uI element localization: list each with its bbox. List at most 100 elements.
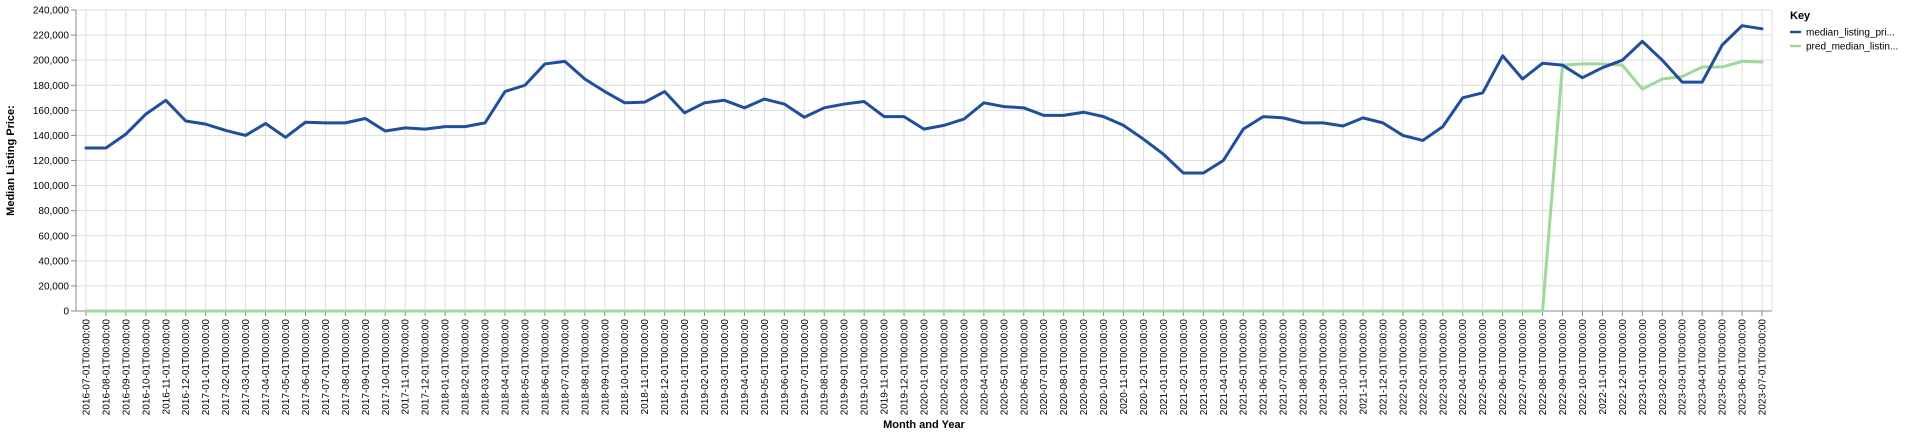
x-tick-label: 2021-04-01T00:00:00 bbox=[1219, 319, 1230, 416]
x-tick-label: 2017-07-01T00:00:00 bbox=[321, 319, 332, 416]
x-tick-label: 2022-10-01T00:00:00 bbox=[1578, 319, 1589, 416]
x-tick-label: 2017-12-01T00:00:00 bbox=[421, 319, 432, 416]
x-tick-label: 2021-02-01T00:00:00 bbox=[1179, 319, 1190, 416]
y-axis-title: Median Listing Price: bbox=[5, 105, 17, 216]
x-tick-label: 2016-12-01T00:00:00 bbox=[181, 319, 192, 416]
x-tick-label: 2021-10-01T00:00:00 bbox=[1339, 319, 1350, 416]
x-tick-label: 2016-10-01T00:00:00 bbox=[141, 319, 152, 416]
x-tick-label: 2019-07-01T00:00:00 bbox=[800, 319, 811, 416]
x-tick-label: 2018-11-01T00:00:00 bbox=[640, 319, 651, 415]
x-tick-label: 2021-09-01T00:00:00 bbox=[1319, 319, 1330, 416]
x-tick-label: 2023-02-01T00:00:00 bbox=[1658, 319, 1669, 416]
series-layer bbox=[84, 24, 1764, 313]
y-tick-label: 140,000 bbox=[33, 131, 70, 142]
y-tick-label: 100,000 bbox=[33, 181, 70, 192]
x-tick-label: 2019-05-01T00:00:00 bbox=[760, 319, 771, 416]
x-tick-label: 2020-08-01T00:00:00 bbox=[1059, 319, 1070, 416]
x-tick-label: 2022-07-01T00:00:00 bbox=[1518, 319, 1529, 416]
x-tick-label: 2021-03-01T00:00:00 bbox=[1199, 319, 1210, 416]
x-tick-label: 2017-05-01T00:00:00 bbox=[281, 319, 292, 416]
x-tick-label: 2017-01-01T00:00:00 bbox=[201, 319, 212, 416]
series-line-1 bbox=[84, 59, 1764, 313]
y-tick-label: 200,000 bbox=[33, 56, 70, 67]
x-tick-label: 2022-02-01T00:00:00 bbox=[1418, 319, 1429, 416]
x-tick-label: 2018-04-01T00:00:00 bbox=[500, 319, 511, 416]
x-tick-label: 2018-03-01T00:00:00 bbox=[481, 319, 492, 416]
legend-label-0: median_listing_pri... bbox=[1806, 28, 1895, 39]
x-tick-label: 2016-09-01T00:00:00 bbox=[121, 319, 132, 416]
x-tick-label: 2020-03-01T00:00:00 bbox=[959, 319, 970, 416]
x-tick-label: 2022-08-01T00:00:00 bbox=[1538, 319, 1549, 416]
x-tick-label: 2023-01-01T00:00:00 bbox=[1638, 319, 1649, 416]
x-tick-label: 2019-09-01T00:00:00 bbox=[840, 319, 851, 416]
x-tick-label: 2017-06-01T00:00:00 bbox=[301, 319, 312, 416]
gridlines bbox=[76, 9, 1772, 312]
x-axis: 2016-07-01T00:00:00 2016-08-01T00:00:00 20… bbox=[81, 311, 1769, 416]
legend-label-1: pred_median_listin... bbox=[1806, 42, 1898, 53]
x-tick-label: 2016-11-01T00:00:00 bbox=[161, 319, 172, 415]
x-tick-label: 2018-12-01T00:00:00 bbox=[660, 319, 671, 416]
x-tick-label: 2017-04-01T00:00:00 bbox=[261, 319, 272, 416]
x-tick-label: 2021-06-01T00:00:00 bbox=[1259, 319, 1270, 416]
x-tick-label: 2023-03-01T00:00:00 bbox=[1678, 319, 1689, 416]
x-tick-label: 2019-06-01T00:00:00 bbox=[780, 319, 791, 416]
x-tick-label: 2022-12-01T00:00:00 bbox=[1618, 319, 1629, 416]
legend-title: Key bbox=[1790, 10, 1811, 22]
x-tick-label: 2022-04-01T00:00:00 bbox=[1458, 319, 1469, 416]
x-tick-label: 2021-07-01T00:00:00 bbox=[1279, 319, 1290, 416]
x-tick-label: 2017-09-01T00:00:00 bbox=[361, 319, 372, 416]
x-tick-label: 2023-07-01T00:00:00 bbox=[1758, 319, 1769, 416]
x-tick-label: 2021-01-01T00:00:00 bbox=[1159, 319, 1170, 416]
x-tick-label: 2018-05-01T00:00:00 bbox=[520, 319, 531, 416]
y-tick-label: 40,000 bbox=[38, 256, 69, 267]
y-tick-label: 60,000 bbox=[38, 231, 69, 242]
x-tick-label: 2019-11-01T00:00:00 bbox=[880, 319, 891, 415]
x-tick-label: 2017-10-01T00:00:00 bbox=[381, 319, 392, 416]
x-axis-title: Month and Year bbox=[883, 419, 965, 431]
x-tick-label: 2020-04-01T00:00:00 bbox=[979, 319, 990, 416]
x-tick-label: 2019-08-01T00:00:00 bbox=[820, 319, 831, 416]
x-tick-label: 2019-10-01T00:00:00 bbox=[860, 319, 871, 416]
x-tick-label: 2023-06-01T00:00:00 bbox=[1738, 319, 1749, 416]
x-tick-label: 2019-03-01T00:00:00 bbox=[720, 319, 731, 416]
x-tick-label: 2019-04-01T00:00:00 bbox=[740, 319, 751, 416]
x-tick-label: 2018-06-01T00:00:00 bbox=[540, 319, 551, 416]
x-tick-label: 2021-05-01T00:00:00 bbox=[1239, 319, 1250, 416]
y-tick-label: 80,000 bbox=[38, 206, 69, 217]
y-tick-label: 240,000 bbox=[33, 6, 70, 17]
legend: Key median_listing_pri... pred_median_lis… bbox=[1790, 10, 1898, 53]
y-axis: 0 20,000 40,000 60,000 80,000 100,000 120,000 1… bbox=[33, 6, 76, 318]
x-tick-label: 2018-01-01T00:00:00 bbox=[441, 319, 452, 416]
x-tick-label: 2021-11-01T00:00:00 bbox=[1358, 319, 1369, 415]
x-tick-label: 2017-02-01T00:00:00 bbox=[221, 319, 232, 416]
x-tick-label: 2021-12-01T00:00:00 bbox=[1378, 319, 1389, 416]
x-tick-label: 2020-02-01T00:00:00 bbox=[939, 319, 950, 416]
x-tick-label: 2017-03-01T00:00:00 bbox=[241, 319, 252, 416]
x-tick-label: 2018-09-01T00:00:00 bbox=[600, 319, 611, 416]
x-tick-label: 2022-11-01T00:00:00 bbox=[1598, 319, 1609, 415]
x-tick-label: 2020-05-01T00:00:00 bbox=[999, 319, 1010, 416]
y-tick-label: 0 bbox=[63, 307, 69, 318]
x-tick-label: 2021-08-01T00:00:00 bbox=[1299, 319, 1310, 416]
x-tick-label: 2023-04-01T00:00:00 bbox=[1698, 319, 1709, 416]
x-tick-label: 2020-11-01T00:00:00 bbox=[1119, 319, 1130, 415]
x-tick-label: 2020-09-01T00:00:00 bbox=[1079, 319, 1090, 416]
x-tick-label: 2018-10-01T00:00:00 bbox=[620, 319, 631, 416]
x-tick-label: 2020-06-01T00:00:00 bbox=[1019, 319, 1030, 416]
x-tick-label: 2016-08-01T00:00:00 bbox=[101, 319, 112, 416]
x-tick-label: 2020-07-01T00:00:00 bbox=[1039, 319, 1050, 416]
x-tick-label: 2018-07-01T00:00:00 bbox=[560, 319, 571, 416]
x-tick-label: 2019-01-01T00:00:00 bbox=[680, 319, 691, 416]
x-tick-label: 2018-02-01T00:00:00 bbox=[461, 319, 472, 416]
x-tick-label: 2022-01-01T00:00:00 bbox=[1398, 319, 1409, 416]
x-tick-label: 2018-08-01T00:00:00 bbox=[580, 319, 591, 416]
x-tick-label: 2020-01-01T00:00:00 bbox=[920, 319, 931, 416]
x-tick-label: 2022-06-01T00:00:00 bbox=[1498, 319, 1509, 416]
y-tick-label: 220,000 bbox=[33, 31, 70, 42]
y-tick-label: 160,000 bbox=[33, 106, 70, 117]
x-tick-label: 2020-10-01T00:00:00 bbox=[1099, 319, 1110, 416]
x-tick-label: 2020-12-01T00:00:00 bbox=[1139, 319, 1150, 416]
x-tick-label: 2017-08-01T00:00:00 bbox=[341, 319, 352, 416]
x-tick-label: 2016-07-01T00:00:00 bbox=[81, 319, 92, 416]
